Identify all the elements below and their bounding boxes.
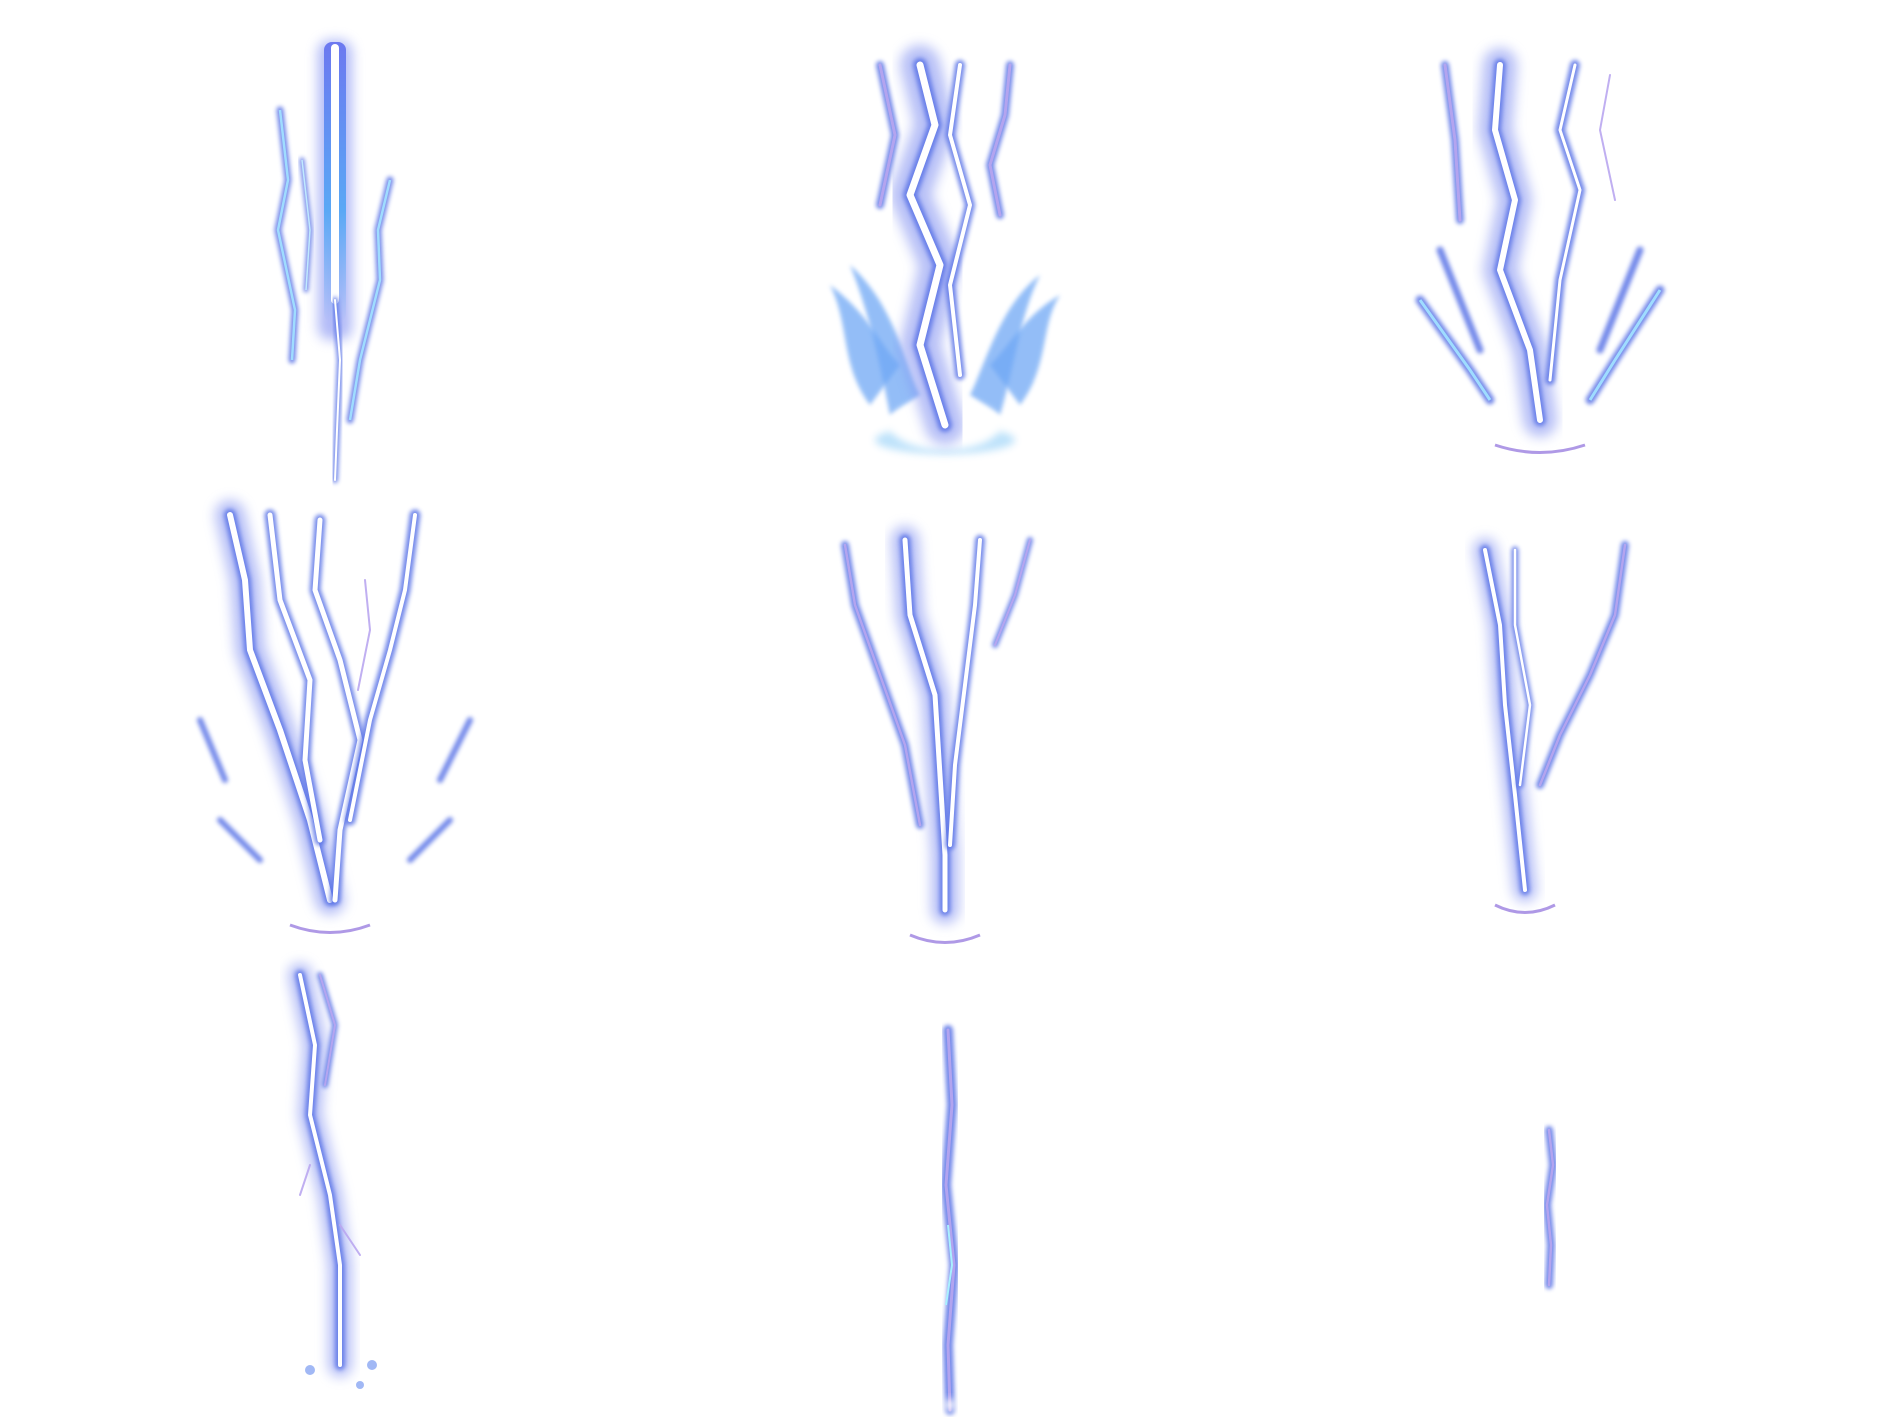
frame-9-fading-spark: [1543, 1126, 1557, 1289]
frame-6-fork-thinning: [1473, 538, 1629, 914]
frame-4-full-fork: [197, 500, 473, 934]
frame-7-single-bolt: [288, 963, 377, 1389]
frame-1-beam-strike: [274, 40, 394, 483]
frame-3-branching-impact: [1415, 48, 1665, 454]
frame-8-thin-trail: [941, 1025, 959, 1415]
frame-2-impact-flare: [830, 45, 1060, 454]
frame-5-fork-decay: [841, 526, 1033, 944]
